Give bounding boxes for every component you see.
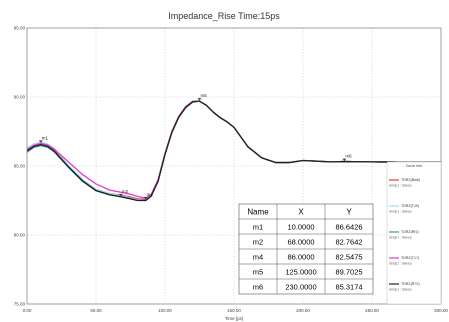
table-cell: 82.5475 <box>335 253 362 262</box>
legend-entry-name: TDRZ(Rf1) <box>401 230 419 234</box>
legend-title: Curve Info <box>406 164 423 168</box>
grid <box>27 28 441 304</box>
legend-entry-name: TDRZ(T1?) <box>401 256 419 260</box>
table-header-cell: Y <box>346 208 352 217</box>
y-tick-label: 95.00 <box>14 26 26 31</box>
table-cell: m1 <box>253 223 263 232</box>
table-cell: 230.0000 <box>285 283 316 292</box>
legend-entry-name: TDRZ(Bndl) <box>401 178 420 182</box>
y-tick-label: 85.00 <box>14 164 26 169</box>
table-cell: m2 <box>253 238 263 247</box>
marker-label: m1 <box>42 135 49 140</box>
table-header-cell: Name <box>247 208 269 217</box>
x-axis-label: Time [ps] <box>225 316 243 321</box>
marker-table: Name X Ym1 10.0000 86.6426 m2 68.0000 82.7642 m4… <box>238 203 374 295</box>
table-cell: 68.0000 <box>287 238 314 247</box>
x-tick-label: 50.00 <box>90 308 102 313</box>
legend-entry-setup: Setup1 : Sweep <box>389 236 412 240</box>
table-cell: 86.6426 <box>335 223 362 232</box>
marker-triangle <box>118 193 123 197</box>
legend-entry-setup: Setup1 : Sweep <box>389 184 412 188</box>
series-line <box>26 100 441 202</box>
legend-entry-setup: Setup1 : Sweep <box>389 288 412 292</box>
marker-triangle <box>197 98 202 101</box>
legend-entry-setup: Setup1 : Sweep <box>389 210 412 214</box>
table-cell: m5 <box>253 268 263 277</box>
marker-triangle <box>342 158 347 162</box>
table-cell: m6 <box>253 283 263 292</box>
axis-ticks: 0.00 50.00 100.00 150.00 200.00 250.00 300.00 7… <box>14 26 449 314</box>
marker-triangle <box>143 196 148 200</box>
table-cell: 86.0000 <box>287 253 314 262</box>
legend-entry-setup: Setup1 : Sweep <box>389 262 412 266</box>
x-tick-label: 0.00 <box>23 308 32 313</box>
markers: m1 m2 m4 m5 m6 <box>38 93 352 200</box>
table-cell: 89.7025 <box>335 268 362 277</box>
marker-label: m6 <box>345 154 352 159</box>
x-tick-label: 100.00 <box>158 308 172 313</box>
x-tick-label: 300.00 <box>434 308 448 313</box>
table-cell: 85.3174 <box>335 283 362 292</box>
legend-box <box>386 161 442 305</box>
legend: Curve Info TDRZ(Bndl) Setup1 : Sweep TDRZ(T… <box>386 161 442 305</box>
table-cell: 10.0000 <box>287 223 314 232</box>
x-tick-label: 150.00 <box>227 308 241 313</box>
table-cell: 125.0000 <box>285 268 316 277</box>
marker-label: m2 <box>122 189 129 194</box>
table-header-cell: X <box>298 208 304 217</box>
legend-entry-name: TDRZ(R?2) <box>401 282 420 286</box>
marker-label: m5 <box>201 93 208 98</box>
x-tick-label: 200.00 <box>296 308 310 313</box>
marker-triangle <box>38 140 43 143</box>
x-tick-label: 250.00 <box>365 308 379 313</box>
table-cell: m4 <box>253 253 263 262</box>
table-cell: 82.7642 <box>335 238 362 247</box>
y-tick-label: 75.00 <box>14 302 26 307</box>
marker-label: m4 <box>147 192 154 197</box>
y-tick-label: 80.00 <box>14 233 26 238</box>
chart-title: Impedance_Rise Time:15ps <box>168 11 280 21</box>
legend-entry-name: TDRZ(T10) <box>401 204 419 208</box>
series-lines <box>26 100 441 202</box>
y-tick-label: 90.00 <box>14 95 26 100</box>
